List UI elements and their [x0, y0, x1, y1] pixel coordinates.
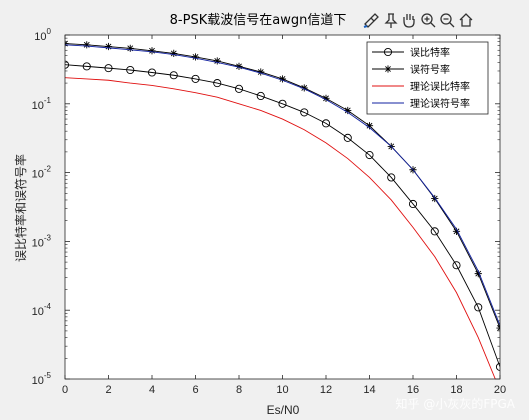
- legend-label: 理论误符号率: [410, 97, 470, 110]
- y-tick-label: 10-2: [32, 165, 52, 181]
- watermark: 知乎 @小灰灰的FPGA: [396, 396, 516, 411]
- legend-item: 误比特率: [372, 46, 450, 59]
- data-point-asterisk: [278, 75, 287, 83]
- series-3: [65, 77, 496, 379]
- data-point-circle: [408, 199, 418, 209]
- data-point-circle: [321, 119, 331, 128]
- data-point-asterisk: [126, 44, 134, 52]
- series-1: [65, 60, 500, 371]
- x-tick-label: 18: [450, 384, 462, 396]
- series-4: [65, 44, 500, 326]
- data-point-circle: [191, 74, 200, 83]
- data-point-asterisk: [257, 68, 265, 76]
- data-point-circle: [169, 71, 178, 80]
- data-point-circle: [126, 65, 135, 75]
- data-point-asterisk: [322, 94, 330, 102]
- data-point-circle: [104, 64, 113, 73]
- x-tick-label: 10: [276, 384, 288, 396]
- x-tick-label: 8: [236, 384, 242, 396]
- y-tick-exponent: -5: [44, 371, 52, 380]
- data-point-asterisk: [474, 270, 482, 278]
- data-point-circle: [82, 62, 91, 71]
- y-tick-label: 10-5: [32, 371, 52, 387]
- zoom-in-icon[interactable]: [421, 13, 436, 28]
- y-tick-exponent: -4: [44, 302, 52, 311]
- y-tick-exponent: -2: [44, 165, 52, 174]
- data-point-circle: [343, 133, 352, 142]
- x-tick-label: 6: [192, 384, 198, 396]
- series-layer: [65, 39, 500, 379]
- data-point-circle: [474, 303, 483, 312]
- legend-label: 误符号率: [410, 63, 450, 76]
- data-point-asterisk: [300, 84, 308, 92]
- data-point-asterisk: [344, 106, 352, 115]
- series-line: [65, 77, 496, 379]
- y-tick-label: 10-4: [32, 302, 52, 318]
- data-point-circle: [213, 79, 222, 88]
- y-tick-base: 10: [32, 237, 44, 249]
- x-tick-label: 12: [320, 384, 332, 396]
- data-point-circle: [147, 68, 157, 77]
- y-tick-base: 10: [34, 31, 46, 43]
- data-point-circle: [300, 108, 309, 117]
- x-tick-label: 0: [62, 384, 68, 396]
- data-point-asterisk: [235, 62, 243, 70]
- brush-icon[interactable]: [363, 13, 379, 28]
- data-point-circle: [365, 150, 374, 160]
- y-tick-base: 10: [32, 100, 44, 112]
- chart-title: 8-PSK载波信号在awgn信道下: [170, 13, 347, 28]
- y-tick-exponent: -3: [44, 233, 52, 242]
- data-point-circle: [452, 261, 461, 270]
- y-tick-exponent: -1: [44, 96, 52, 105]
- legend-item: 误符号率: [372, 63, 450, 76]
- data-point-asterisk: [452, 227, 461, 235]
- data-point-asterisk: [384, 65, 392, 73]
- data-point-asterisk: [191, 53, 200, 61]
- legend-item: 理论误符号率: [372, 97, 470, 110]
- x-tick-label: 20: [494, 384, 506, 396]
- data-point-asterisk: [83, 41, 91, 49]
- y-tick-label: 100: [34, 27, 51, 43]
- pin-icon[interactable]: [384, 13, 398, 28]
- data-point-asterisk: [148, 47, 156, 55]
- data-point-circle: [234, 84, 244, 93]
- legend-label: 理论误比特率: [410, 80, 470, 93]
- data-point-circle: [278, 99, 287, 108]
- y-tick-base: 10: [32, 375, 44, 387]
- y-tick-base: 10: [32, 169, 44, 181]
- home-icon[interactable]: [459, 13, 473, 27]
- data-point-asterisk: [104, 42, 113, 51]
- data-point-asterisk: [170, 49, 178, 58]
- legend-item: 理论误比特率: [372, 80, 470, 93]
- data-point-circle: [430, 227, 439, 236]
- data-point-circle: [387, 173, 396, 182]
- x-tick-label: 2: [105, 384, 111, 396]
- data-point-asterisk: [365, 122, 374, 130]
- legend-label: 误比特率: [410, 46, 450, 59]
- series-line: [65, 44, 500, 326]
- data-point-asterisk: [213, 57, 221, 65]
- figure-toolbar: [363, 13, 473, 28]
- data-point-circle: [383, 47, 393, 57]
- legend-box: [366, 41, 489, 115]
- pan-hand-icon[interactable]: [403, 14, 415, 28]
- y-axis-label: 误比特率和误符号率: [13, 154, 28, 262]
- zoom-out-icon[interactable]: [440, 13, 455, 28]
- y-tick-base: 10: [32, 306, 44, 318]
- y-tick-label: 10-3: [32, 233, 52, 249]
- data-point-circle: [256, 91, 265, 101]
- x-tick-label: 16: [407, 384, 419, 396]
- y-tick-label: 10-1: [32, 96, 52, 112]
- plot-frame: [64, 34, 501, 380]
- x-tick-label: 4: [149, 384, 155, 396]
- series-line: [65, 64, 500, 368]
- y-tick-exponent: 0: [47, 27, 52, 36]
- x-tick-label: 14: [363, 384, 375, 396]
- x-axis-label: Es/N0: [267, 403, 300, 417]
